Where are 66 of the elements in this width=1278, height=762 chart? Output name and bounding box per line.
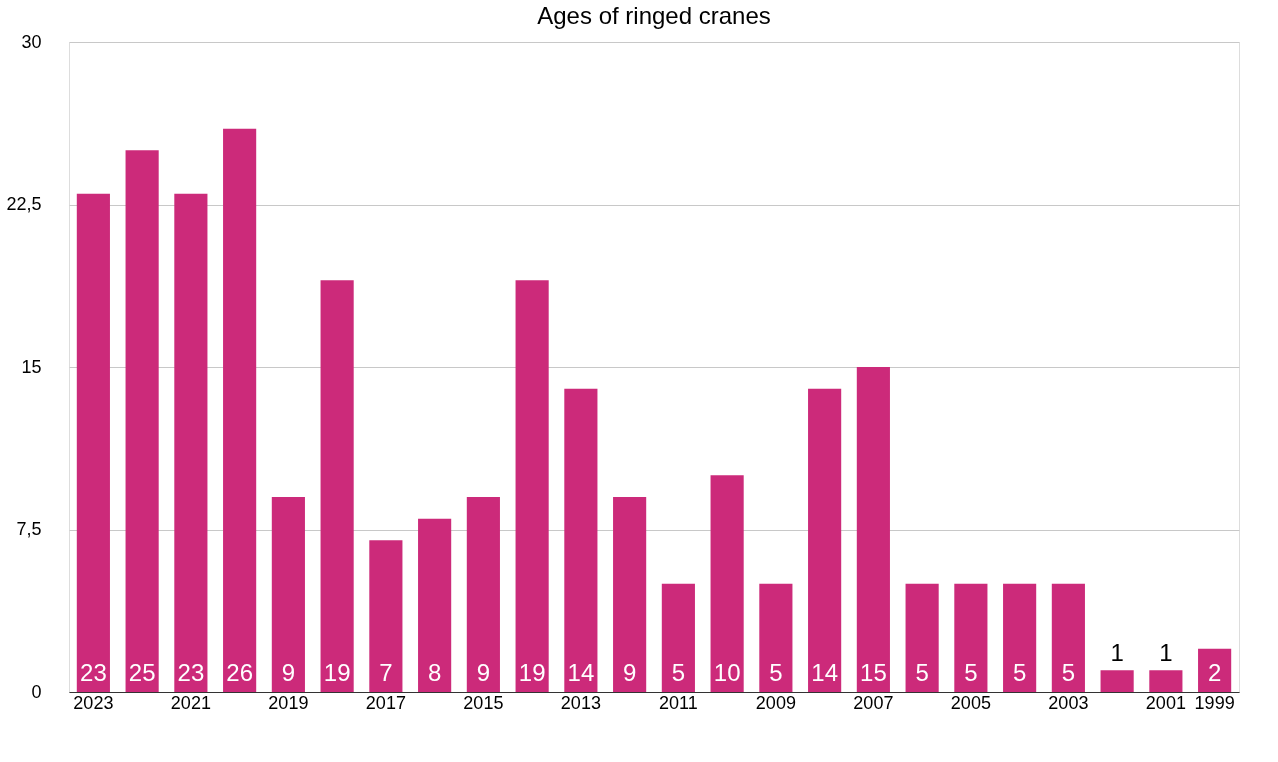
data-label: 5 <box>915 659 929 686</box>
data-label: 9 <box>281 659 296 686</box>
data-label: 9 <box>476 659 491 686</box>
bar <box>759 583 793 692</box>
data-label: 5 <box>769 659 783 686</box>
bar <box>1051 583 1085 692</box>
x-tick-label: 2011 <box>659 692 698 713</box>
bar <box>369 540 403 692</box>
bar <box>564 388 598 692</box>
x-tick-label: 2015 <box>463 692 504 713</box>
data-label: 8 <box>427 659 442 686</box>
bar <box>271 497 305 692</box>
bar <box>710 475 744 692</box>
data-label: 10 <box>713 659 741 686</box>
x-tick-label: 1999 <box>1194 692 1235 713</box>
y-tick-label: 15 <box>21 356 42 377</box>
chart-title: Ages of ringed cranes <box>537 2 771 29</box>
y-tick-label: 0 <box>31 681 42 702</box>
data-label: 5 <box>1061 659 1076 686</box>
data-label: 14 <box>811 659 838 686</box>
bar <box>76 193 110 692</box>
data-label: 7 <box>379 659 393 686</box>
x-tick-label: 2003 <box>1048 692 1089 713</box>
bar <box>466 497 500 692</box>
bar <box>661 583 695 692</box>
bar <box>1100 670 1134 692</box>
data-label: 1 <box>1159 639 1173 667</box>
bar <box>174 193 208 692</box>
bar <box>1149 670 1183 692</box>
bar <box>856 367 890 692</box>
x-tick-label: 2005 <box>950 692 991 713</box>
bar <box>515 280 549 692</box>
data-label: 5 <box>1012 659 1027 686</box>
x-tick-label: 2019 <box>268 692 309 713</box>
data-label: 23 <box>80 659 107 686</box>
x-tick-label: 2001 <box>1145 692 1186 713</box>
data-label: 23 <box>177 659 205 686</box>
x-tick-label: 2013 <box>560 692 601 713</box>
y-tick-label: 30 <box>21 31 42 52</box>
y-tick-label: 22,5 <box>6 194 42 214</box>
bar <box>418 518 452 692</box>
data-label: 14 <box>567 659 595 686</box>
data-label: 19 <box>323 659 351 686</box>
bar <box>125 150 159 692</box>
x-tick-label: 2021 <box>170 692 211 713</box>
data-label: 5 <box>964 659 978 686</box>
bar <box>223 128 257 692</box>
bar <box>905 583 939 692</box>
data-label: 5 <box>671 659 686 686</box>
y-tick-label: 7,5 <box>16 519 42 539</box>
bar <box>320 280 354 692</box>
bar <box>613 497 647 692</box>
data-label: 19 <box>518 659 546 686</box>
x-tick-label: 2009 <box>755 692 796 713</box>
data-label: 26 <box>226 659 253 686</box>
bar <box>954 583 988 692</box>
x-tick-label: 2017 <box>365 692 406 713</box>
bar <box>1003 583 1037 692</box>
data-label: 15 <box>860 659 887 686</box>
x-tick-label: 2023 <box>73 692 114 713</box>
data-label: 2 <box>1207 659 1222 686</box>
data-label: 9 <box>622 659 637 686</box>
data-label: 1 <box>1110 639 1124 667</box>
bar <box>808 388 842 692</box>
x-tick-label: 2007 <box>853 692 894 713</box>
data-label: 25 <box>128 659 156 686</box>
